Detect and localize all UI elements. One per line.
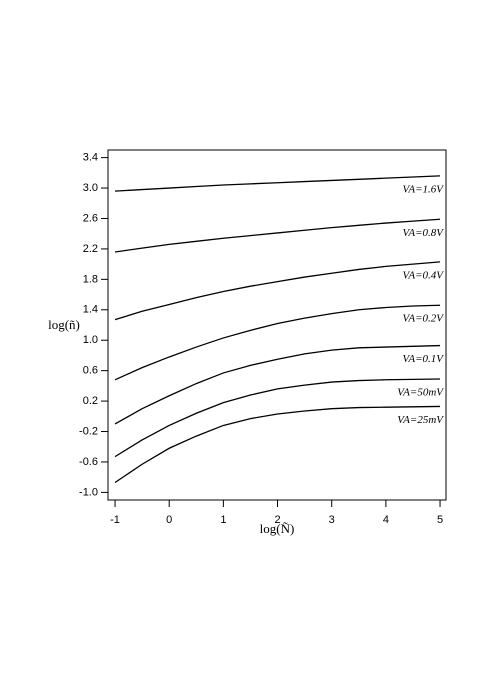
series-line [114, 261, 441, 321]
y-axis-label: log(ñ) [48, 317, 80, 332]
x-tick-label: -1 [110, 514, 120, 526]
y-tick-label: -1.0 [79, 486, 98, 498]
y-tick-label: -0.6 [79, 456, 98, 468]
series-label: VA=0.1V [402, 353, 444, 365]
x-tick-label: 2 [274, 514, 280, 526]
series-label: VA=0.2V [402, 313, 444, 325]
y-tick-label: 2.2 [83, 243, 98, 255]
series-line [114, 304, 441, 381]
x-tick-label: 0 [166, 514, 172, 526]
y-tick-label: 0.6 [83, 365, 98, 377]
y-tick-label: 2.6 [83, 212, 98, 224]
series-label: VA=1.6V [402, 183, 444, 195]
series-line [114, 378, 441, 458]
y-tick-label: -0.2 [79, 425, 98, 437]
x-tick-label: 3 [329, 514, 335, 526]
series-label: VA=0.4V [402, 269, 444, 281]
y-tick-label: 3.4 [83, 152, 98, 164]
x-axis-label: log(Ñ) [260, 521, 295, 536]
series-label: VA=0.8V [402, 227, 444, 239]
series-line [115, 175, 441, 192]
x-tick-label: 5 [437, 514, 443, 526]
x-tick-label: 4 [383, 514, 389, 526]
plot-frame [107, 149, 447, 501]
y-tick-label: 0.2 [83, 395, 98, 407]
series-label: VA=50mV [397, 387, 444, 399]
series-label: VA=25mV [397, 414, 444, 426]
y-tick-label: 3.0 [83, 182, 98, 194]
x-tick-label: 1 [220, 514, 226, 526]
series-line [114, 405, 441, 484]
y-tick-label: 1.0 [83, 334, 98, 346]
series-line [114, 344, 441, 425]
y-tick-label: 1.8 [83, 273, 98, 285]
y-tick-label: 1.4 [83, 304, 98, 316]
series-line [114, 218, 441, 253]
